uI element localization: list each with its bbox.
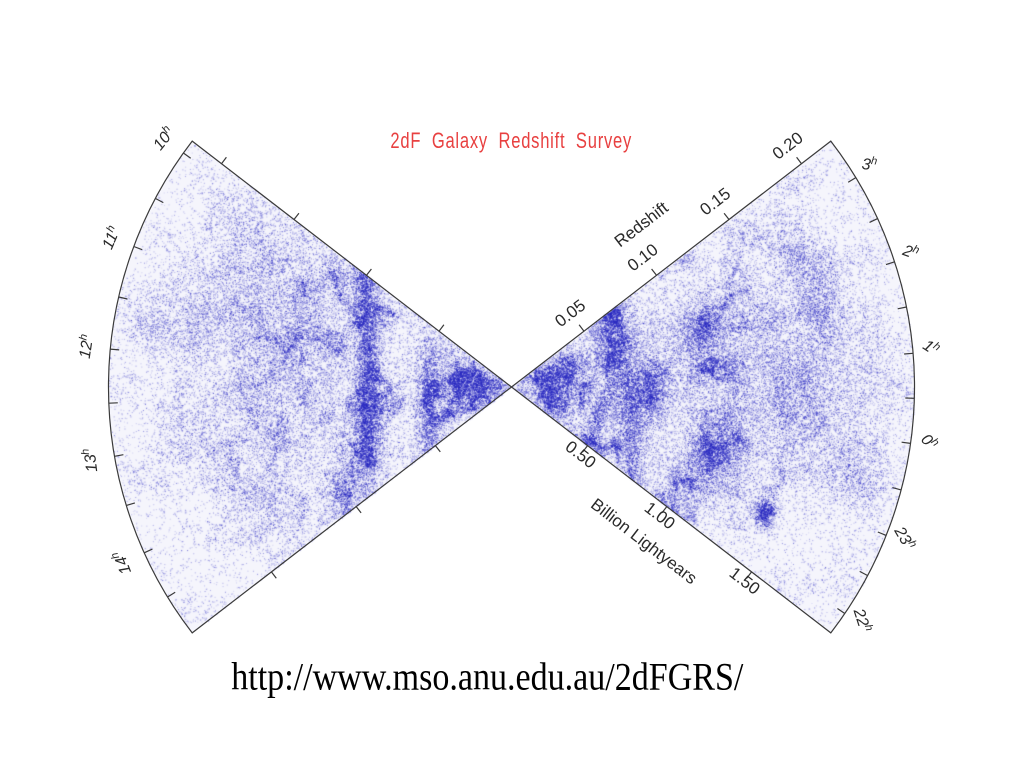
svg-text:22h: 22h bbox=[849, 605, 875, 635]
svg-text:1h: 1h bbox=[920, 335, 943, 359]
svg-text:11h: 11h bbox=[98, 224, 124, 252]
svg-text:0.15: 0.15 bbox=[696, 184, 734, 219]
svg-text:1.50: 1.50 bbox=[726, 563, 764, 598]
svg-text:http://www.mso.anu.edu.au/2dFG: http://www.mso.anu.edu.au/2dFGRS/ bbox=[231, 654, 744, 698]
svg-text:Redshift: Redshift bbox=[611, 198, 672, 251]
svg-text:0.50: 0.50 bbox=[562, 437, 600, 472]
svg-text:0.05: 0.05 bbox=[551, 296, 589, 331]
svg-text:13h: 13h bbox=[79, 447, 101, 473]
svg-text:14h: 14h bbox=[109, 548, 135, 577]
svg-text:1.00: 1.00 bbox=[641, 498, 679, 533]
svg-text:0h: 0h bbox=[917, 430, 941, 454]
svg-text:10h: 10h bbox=[149, 123, 179, 154]
svg-text:23h: 23h bbox=[890, 522, 919, 553]
svg-text:2dF Galaxy Redshift Survey: 2dF Galaxy Redshift Survey bbox=[390, 129, 632, 154]
svg-text:2h: 2h bbox=[899, 240, 921, 263]
svg-text:3h: 3h bbox=[861, 154, 878, 175]
svg-text:0.20: 0.20 bbox=[769, 128, 807, 163]
svg-text:12h: 12h bbox=[75, 333, 97, 359]
